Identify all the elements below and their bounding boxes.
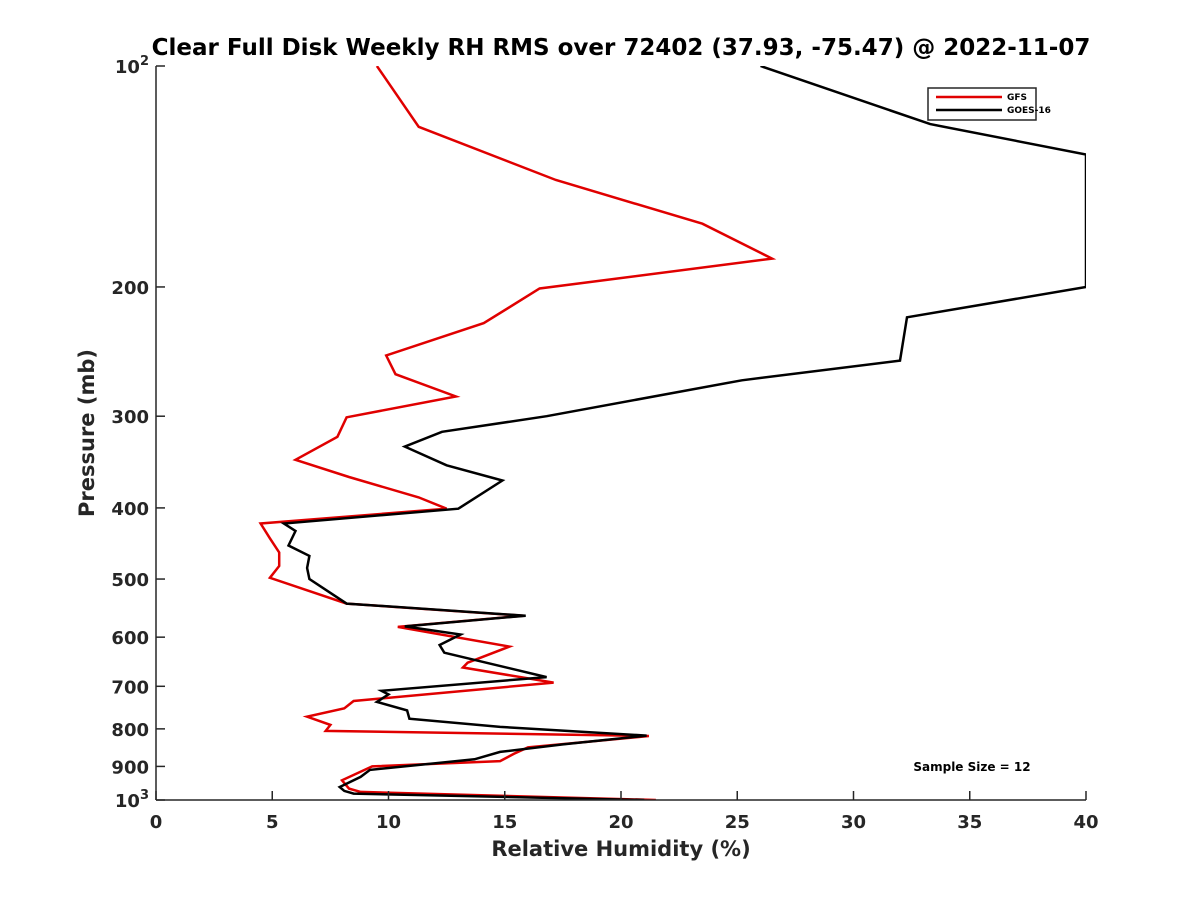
x-tick-label: 25 <box>725 812 750 833</box>
x-tick-label: 0 <box>150 812 163 833</box>
y-axis-label: Pressure (mb) <box>75 349 99 517</box>
x-tick-label: 30 <box>841 812 866 833</box>
x-tick-label: 35 <box>957 812 982 833</box>
y-tick-label: 102 <box>115 54 149 78</box>
x-tick-label: 5 <box>266 812 279 833</box>
y-tick-label: 400 <box>111 499 149 520</box>
legend-label-gfs: GFS <box>1007 93 1027 103</box>
chart-title: Clear Full Disk Weekly RH RMS over 72402… <box>152 35 1091 61</box>
y-tick-label: 500 <box>111 570 149 591</box>
x-axis-label: Relative Humidity (%) <box>491 837 750 861</box>
series-line-goes16 <box>280 66 1086 800</box>
series-line-gfs <box>258 66 777 800</box>
x-tick-label: 40 <box>1073 812 1098 833</box>
legend-label-goes16: GOES-16 <box>1007 106 1051 116</box>
legend: GFS GOES-16 <box>927 87 1051 121</box>
y-tick-label: 103 <box>115 788 149 812</box>
axes-layer <box>155 66 1086 801</box>
legend-box <box>927 87 1037 121</box>
ticks-layer: 0 5 10 15 20 25 30 35 40 102 200 300 400 500 600 700 800… <box>111 54 1098 833</box>
sample-size-annotation: Sample Size = 12 <box>913 760 1030 774</box>
y-tick-label: 700 <box>111 677 149 698</box>
y-tick-label: 900 <box>111 757 149 778</box>
y-tick-label: 200 <box>111 278 149 299</box>
y-tick-label: 600 <box>111 628 149 649</box>
series-layer <box>258 66 1086 800</box>
x-tick-label: 10 <box>376 812 401 833</box>
x-tick-label: 15 <box>492 812 517 833</box>
x-tick-label: 20 <box>608 812 633 833</box>
y-tick-label: 300 <box>111 407 149 428</box>
y-tick-label: 800 <box>111 720 149 741</box>
